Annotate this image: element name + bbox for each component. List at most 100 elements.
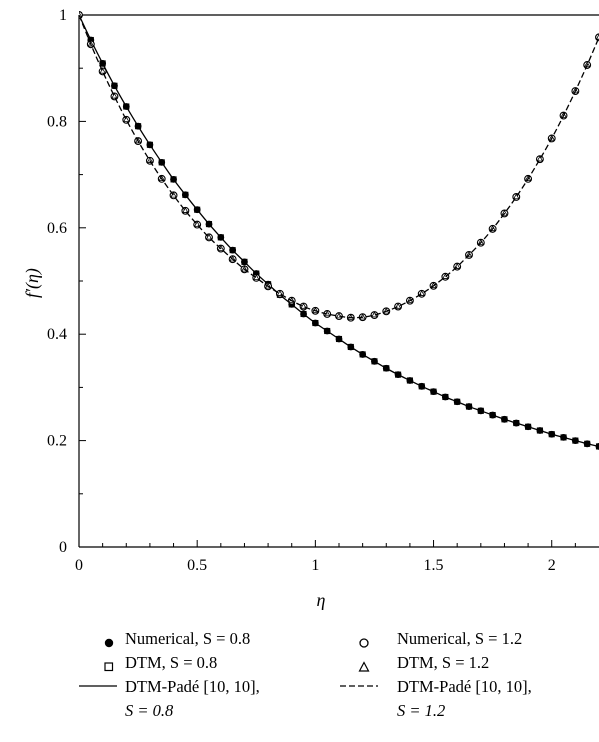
legend-item-numerical-s12: Numerical, S = 1.2	[397, 629, 523, 648]
point-dtm-s08	[123, 103, 130, 110]
axes	[78, 14, 599, 548]
point-dtm-s12	[170, 191, 177, 198]
point-dtm-s08	[418, 383, 425, 390]
point-dtm-s08	[513, 419, 520, 427]
point-dtm-s12	[536, 155, 544, 162]
point-dtm-s08	[572, 437, 579, 444]
point-dtm-s08	[324, 327, 331, 335]
y-tick-label: 0.4	[47, 326, 67, 343]
legend-item-pade-s08-line2: S = 0.8	[125, 701, 174, 720]
legend-item-pade-s08: DTM-Padé [10, 10],	[125, 677, 260, 696]
point-dtm-s12	[193, 220, 201, 227]
point-dtm-s12	[524, 175, 532, 182]
point-dtm-s08	[477, 407, 484, 414]
point-dtm-s08	[347, 343, 354, 351]
x-tick-label: 0	[75, 557, 83, 574]
point-dtm-s12	[501, 209, 508, 216]
point-dtm-s08	[406, 377, 413, 384]
point-dtm-s12	[182, 207, 189, 213]
point-dtm-s12	[87, 40, 95, 47]
point-dtm-s08	[371, 358, 378, 365]
point-dtm-s08	[312, 319, 319, 327]
point-dtm-s08	[182, 191, 189, 198]
point-dtm-s08	[430, 388, 437, 395]
point-dtm-s12	[512, 193, 520, 200]
legend-item-numerical-s08: Numerical, S = 0.8	[125, 629, 251, 648]
point-dtm-s12	[276, 290, 284, 296]
legend: Numerical, S = 0.8 Numerical, S = 1.2 DT…	[70, 622, 599, 742]
y-axis-label: f′(η)	[22, 268, 43, 298]
x-tick-label: 1	[311, 557, 319, 574]
point-dtm-s12	[79, 11, 83, 18]
chart: 0 0.5 1 1.5 2 0 0.2 0.4 0.6 0.8 1 η f′(η)	[22, 7, 599, 610]
legend-item-dtm-s08: DTM, S = 0.8	[125, 653, 218, 672]
point-dtm-s12	[146, 157, 154, 163]
point-dtm-s08	[135, 123, 142, 130]
point-dtm-s12	[489, 225, 496, 232]
point-dtm-s12	[560, 111, 567, 118]
point-dtm-s08	[194, 206, 201, 213]
point-dtm-s12	[122, 116, 130, 123]
point-dtm-s12	[335, 312, 343, 319]
point-dtm-s12	[394, 302, 402, 309]
point-dtm-s08	[111, 82, 118, 89]
point-dtm-s12	[583, 61, 591, 68]
point-dtm-s08	[501, 416, 508, 423]
point-dtm-s08	[525, 423, 532, 430]
point-dtm-s08	[300, 310, 307, 318]
point-dtm-s08	[158, 159, 165, 166]
point-dtm-s08	[205, 221, 213, 228]
point-dtm-s08	[359, 351, 366, 358]
open-circle-marker-icon	[358, 634, 370, 653]
point-dtm-s08	[454, 398, 461, 405]
point-dtm-s08	[536, 427, 543, 434]
x-axis-label: η	[317, 590, 326, 610]
filled-circle-marker-icon	[103, 634, 115, 653]
y-tick-label: 0	[59, 539, 67, 556]
plot-area	[79, 11, 599, 450]
point-dtm-s08	[395, 371, 402, 378]
tick-labels: 0 0.5 1 1.5 2 0 0.2 0.4 0.6 0.8 1	[47, 7, 556, 574]
x-tick-label: 1.5	[424, 557, 444, 574]
chart-marks	[79, 11, 599, 450]
point-dtm-s08	[229, 247, 236, 254]
series-line-pade-s08	[79, 14, 599, 448]
point-dtm-s08	[241, 258, 248, 265]
y-tick-label: 0.2	[47, 433, 67, 450]
point-dtm-s08	[465, 403, 473, 410]
point-dtm-s12	[241, 265, 248, 272]
point-dtm-s08	[383, 365, 390, 372]
point-dtm-s12	[548, 134, 556, 141]
point-dtm-s08	[489, 412, 496, 419]
point-dtm-s12	[300, 302, 307, 309]
point-dtm-s12	[453, 263, 461, 269]
legend-item-pade-s12-line2: S = 1.2	[397, 701, 446, 720]
point-dtm-s08	[170, 176, 177, 183]
x-tick-label: 2	[548, 557, 556, 574]
legend-item-pade-s12: DTM-Padé [10, 10],	[397, 677, 532, 696]
series-line-pade-s12	[79, 14, 599, 319]
open-triangle-marker-icon	[358, 658, 370, 677]
legend-item-dtm-s12: DTM, S = 1.2	[397, 653, 490, 672]
point-dtm-s12	[572, 87, 579, 94]
point-dtm-s12	[158, 175, 166, 182]
point-dtm-s08	[560, 434, 567, 441]
point-dtm-s12	[418, 290, 426, 296]
dashed-line-icon	[340, 677, 380, 696]
y-tick-label: 0.8	[47, 113, 67, 130]
point-dtm-s12	[134, 137, 142, 144]
y-tick-label: 0.6	[47, 220, 67, 237]
point-dtm-s12	[99, 67, 106, 74]
point-dtm-s12	[465, 251, 473, 258]
point-dtm-s08	[99, 60, 106, 67]
y-tick-label: 1	[59, 7, 67, 24]
point-dtm-s08	[217, 234, 224, 241]
point-dtm-s08	[548, 431, 555, 438]
open-square-marker-icon	[103, 658, 115, 677]
point-dtm-s08	[442, 393, 449, 401]
point-dtm-s08	[146, 141, 153, 148]
x-tick-label: 0.5	[187, 557, 207, 574]
point-dtm-s12	[595, 33, 599, 40]
point-dtm-s12	[111, 92, 118, 99]
solid-line-icon	[79, 677, 119, 696]
